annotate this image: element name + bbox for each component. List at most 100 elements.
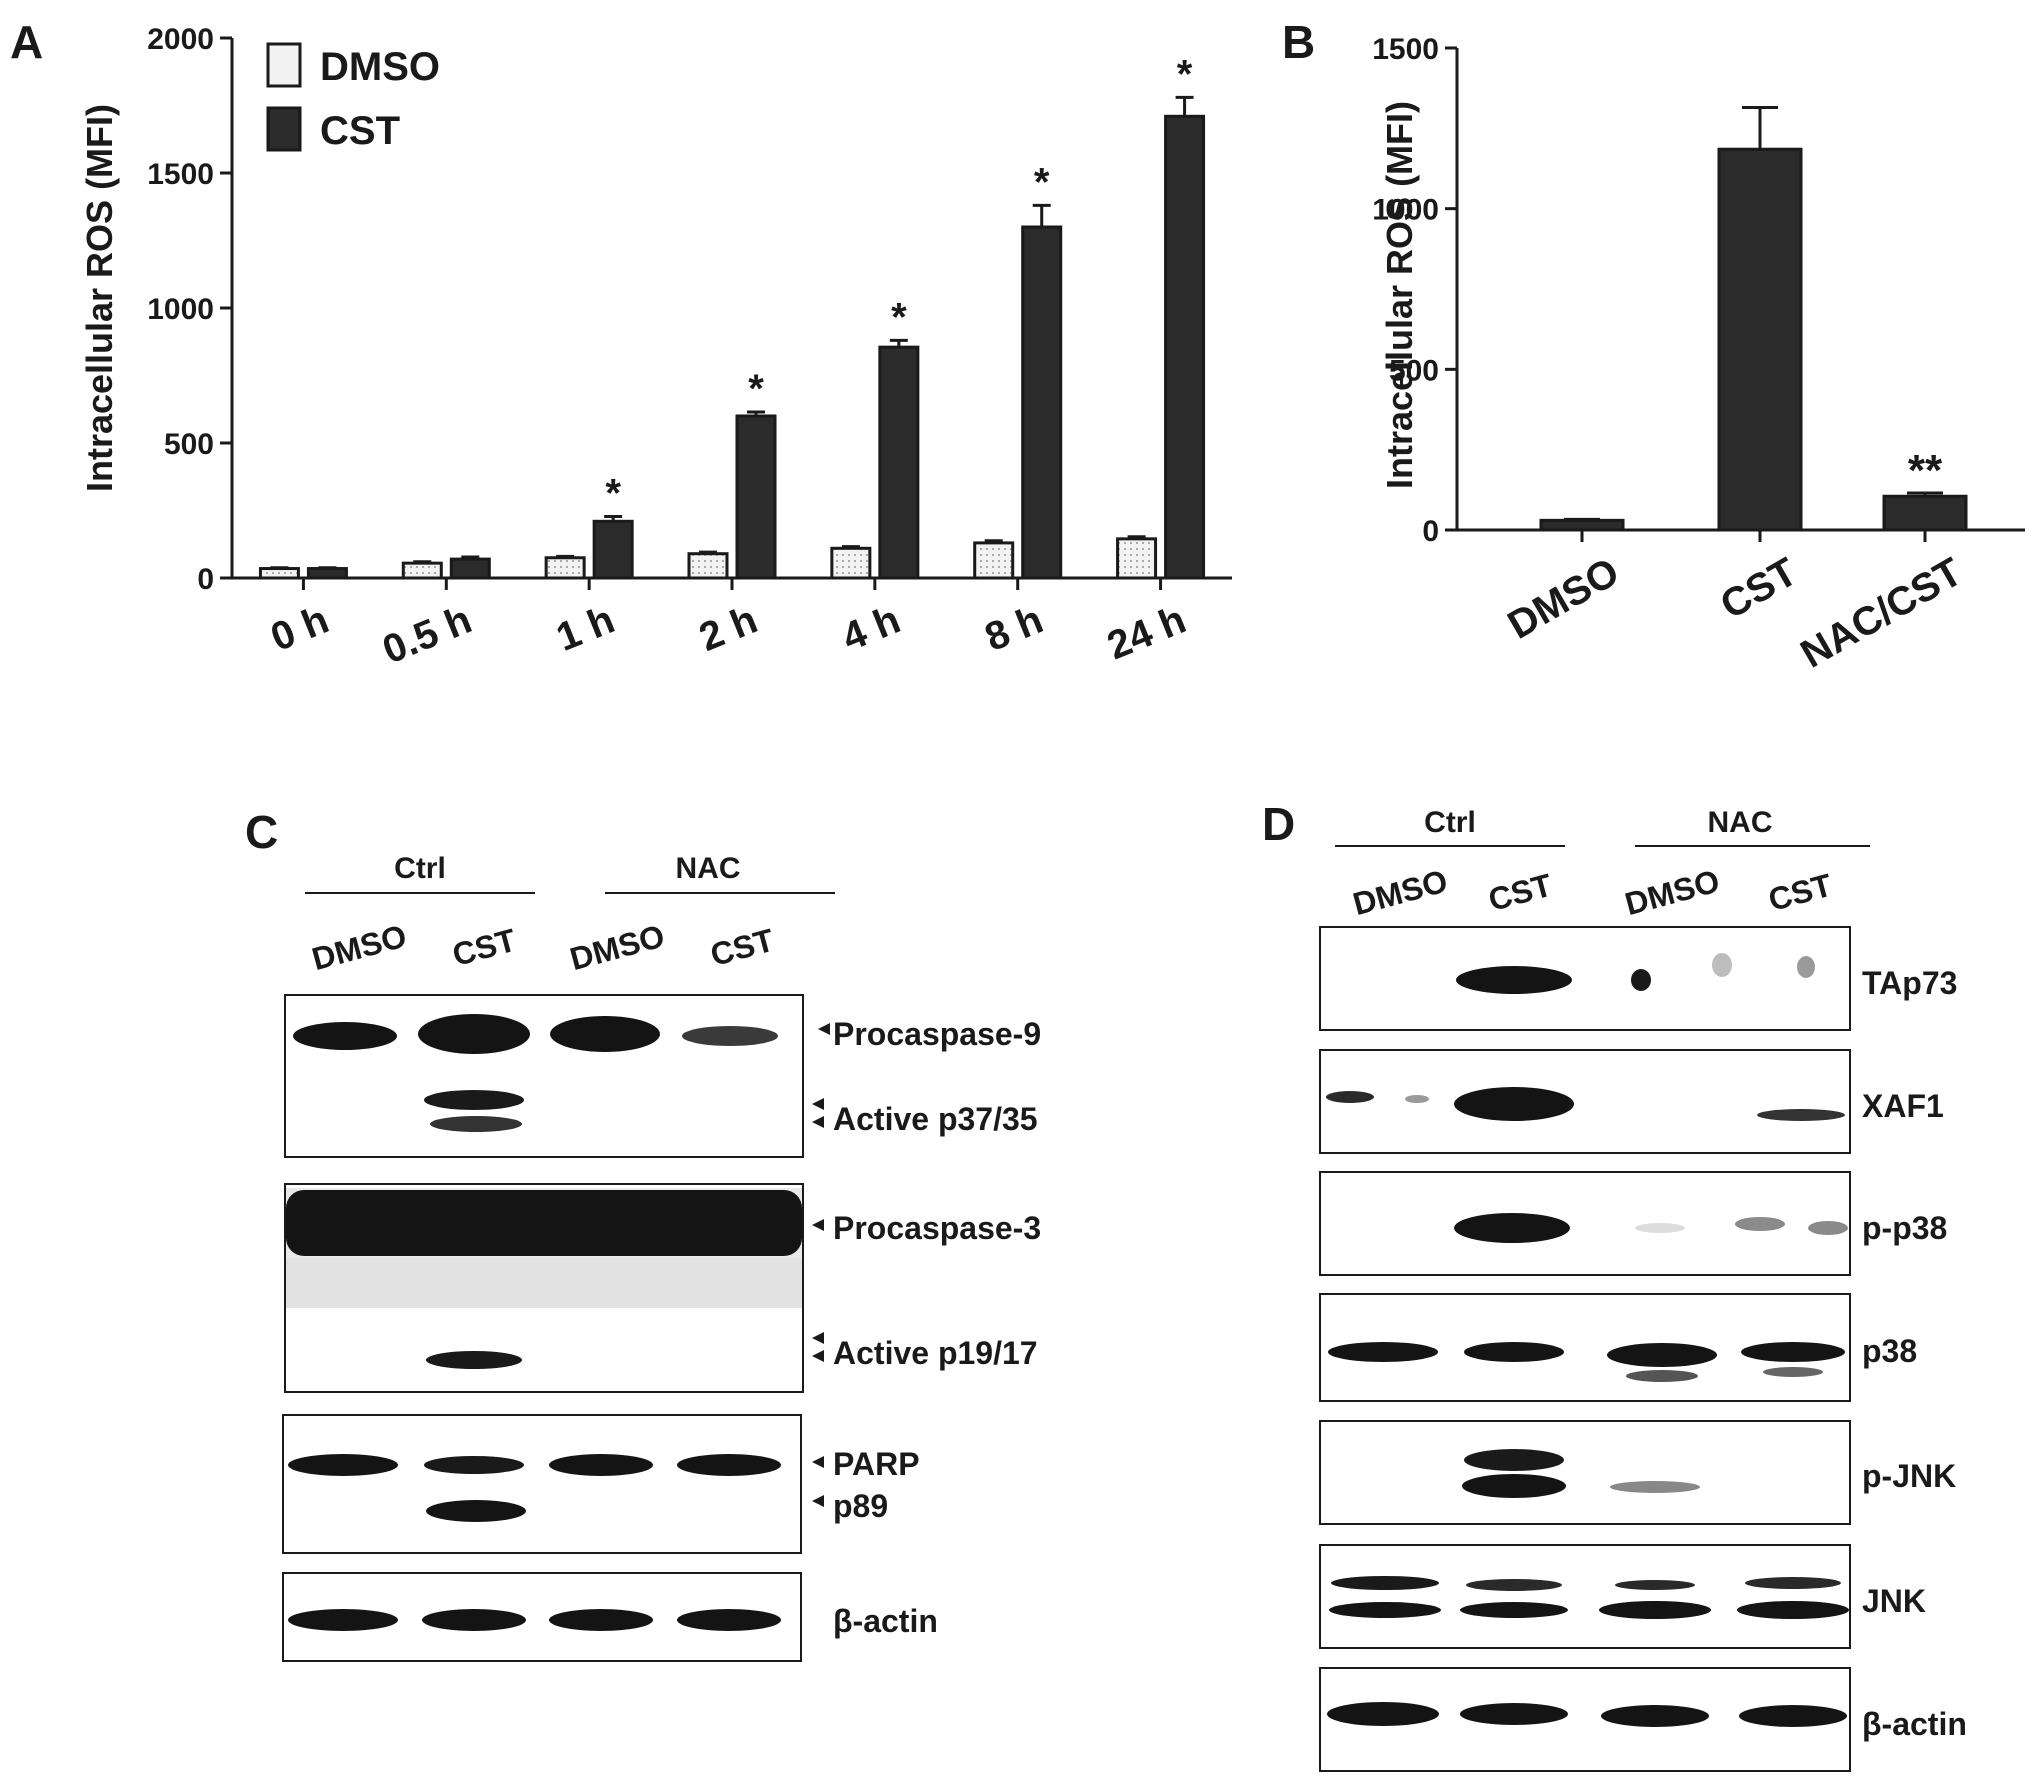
panel-a-bar-dmso <box>401 561 443 580</box>
band <box>286 1190 802 1256</box>
panel-label-b: B <box>1282 16 1315 68</box>
band-label: Procaspase-3 <box>833 1210 1041 1246</box>
band <box>1735 1217 1785 1231</box>
band <box>288 1454 398 1476</box>
band <box>1462 1474 1566 1498</box>
lane-label-dmso: DMSO <box>308 918 410 978</box>
panel-a-bars: * * * * * <box>258 52 1206 580</box>
band-label: Procaspase-9 <box>833 1016 1041 1052</box>
blot-d-actin <box>1319 1667 1851 1772</box>
band <box>1745 1577 1841 1589</box>
band <box>1464 1449 1564 1471</box>
panel-a-bar-cst <box>306 567 348 580</box>
panel-a-significance-mark: * <box>748 367 764 411</box>
blot-d-pp38 <box>1319 1171 1851 1276</box>
panel-a-y-axis-label: Intracellular ROS (MFI) <box>79 104 120 492</box>
panel-a-x-tick-label: 1 h <box>550 598 620 660</box>
band-label: JNK <box>1862 1583 1926 1619</box>
band <box>1466 1579 1562 1591</box>
panel-b-y-tick-label: 1000 <box>1372 194 1439 227</box>
band <box>1739 1705 1847 1727</box>
arrow-icon <box>812 1332 824 1362</box>
band <box>293 1022 397 1050</box>
panel-a-x-tick-label: 24 h <box>1101 598 1192 669</box>
panel-c-band-labels: Procaspase-9 Active p37/35 Procaspase-3 … <box>812 1016 1041 1639</box>
blot-d-pjnk <box>1319 1420 1851 1525</box>
panel-a-bar-dmso <box>973 541 1015 580</box>
blot-frame <box>1319 1420 1851 1525</box>
band <box>1712 953 1732 977</box>
panel-b-bars: ** <box>1539 105 1968 532</box>
panel-a-bar-dmso <box>544 556 586 580</box>
panel-b-bar <box>1539 518 1625 532</box>
band-label: p38 <box>1862 1333 1917 1369</box>
panel-c-lane-labels: DMSO CST DMSO CST <box>308 918 778 978</box>
band-label: p-p38 <box>1862 1210 1947 1246</box>
band <box>1610 1481 1700 1493</box>
legend-label-cst: CST <box>320 109 400 153</box>
band <box>1460 1703 1568 1725</box>
panel-a-bar-dmso <box>1116 537 1158 580</box>
panel-d-band-labels: TAp73 XAF1 p-p38 p38 p-JNK JNK β-actin <box>1862 965 1967 1742</box>
band <box>550 1016 660 1052</box>
group-label-ctrl: Ctrl <box>1424 806 1476 839</box>
panel-a-legend: DMSO CST <box>266 42 440 153</box>
band-label: Active p19/17 <box>833 1335 1038 1371</box>
blot-frame <box>284 994 804 1158</box>
lane-label-cst: CST <box>707 922 779 973</box>
panel-b-y-axis-label: Intracellular ROS (MFI) <box>1379 101 1420 489</box>
band <box>677 1609 781 1631</box>
band <box>1327 1702 1439 1726</box>
lane-label-cst: CST <box>1485 867 1557 918</box>
panel-a-bar-cst <box>878 345 920 580</box>
group-label-nac: NAC <box>1708 806 1773 839</box>
band <box>1808 1221 1848 1235</box>
arrow-icon <box>818 1023 830 1035</box>
band <box>1797 956 1815 978</box>
blot-c-actin <box>282 1572 802 1662</box>
blot-c-caspase3 <box>284 1183 804 1393</box>
lane-label-cst: CST <box>1765 867 1837 918</box>
band <box>1599 1601 1711 1619</box>
panel-a-significance-mark: * <box>891 295 907 339</box>
blot-d-tap73 <box>1319 926 1851 1031</box>
band <box>424 1090 524 1110</box>
blot-frame <box>1319 926 1851 1031</box>
band <box>1737 1601 1849 1619</box>
band-label: β-actin <box>1862 1706 1967 1742</box>
blot-frame <box>1319 1544 1851 1649</box>
legend-swatch-dmso <box>266 42 302 88</box>
panel-a-x-tick-label: 8 h <box>979 598 1049 660</box>
panel-label-a: A <box>10 16 43 68</box>
panel-a-x-tick-label: 0 h <box>265 598 335 660</box>
band <box>1456 966 1572 994</box>
band <box>422 1609 526 1631</box>
panel-a-x-tick-label: 2 h <box>693 598 763 660</box>
panel-a-y-tick-label: 2000 <box>147 23 214 56</box>
panel-a-y-tick-label: 1500 <box>147 158 214 191</box>
band <box>1328 1342 1438 1362</box>
panel-a-bar-dmso <box>258 567 300 580</box>
band <box>288 1609 398 1631</box>
band <box>1763 1367 1823 1377</box>
band-label: p-JNK <box>1862 1458 1956 1494</box>
band <box>1460 1602 1568 1618</box>
band <box>1626 1370 1698 1382</box>
band <box>1607 1343 1717 1367</box>
band <box>1741 1342 1845 1362</box>
panel-c-group-headers: Ctrl NAC <box>305 852 835 894</box>
band-label: TAp73 <box>1862 965 1957 1001</box>
panel-a-bar-cst <box>1164 114 1206 580</box>
band <box>418 1014 530 1054</box>
band <box>1635 1223 1685 1233</box>
band <box>549 1609 653 1631</box>
panel-b-y-tick-label: 1500 <box>1372 33 1439 66</box>
band <box>1757 1109 1845 1121</box>
panel-a-y-tick-label: 0 <box>197 563 214 596</box>
band-label: Active p37/35 <box>833 1101 1038 1137</box>
legend-label-dmso: DMSO <box>320 45 440 89</box>
panel-b-significance-mark: ** <box>1908 446 1943 495</box>
panel-a-y-tick-label: 1000 <box>147 293 214 326</box>
